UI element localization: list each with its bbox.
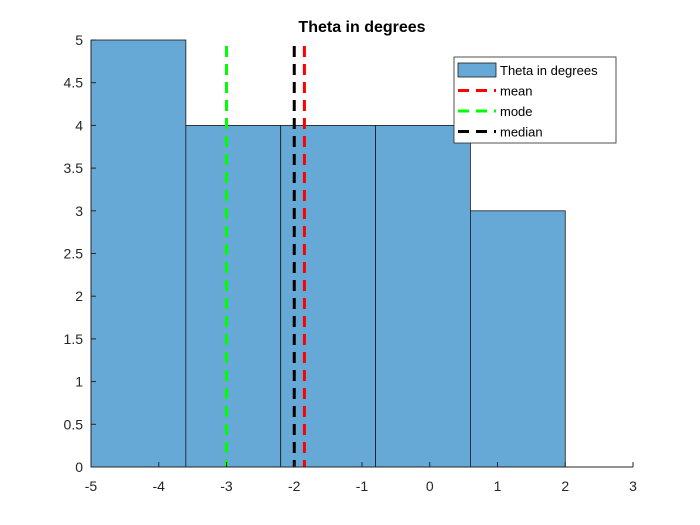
y-tick-label: 5	[75, 32, 83, 48]
x-tick-label: -5	[85, 478, 98, 494]
legend-label: mean	[500, 84, 533, 99]
legend-label: Theta in degrees	[500, 63, 598, 78]
y-tick-label: 2.5	[64, 246, 84, 262]
y-tick-label: 0.5	[64, 416, 84, 432]
y-tick-label: 4.5	[64, 75, 84, 91]
x-tick-label: 3	[629, 478, 637, 494]
plot-area: -5 -4 -3 -2 -1 0 1 2 3 0 0.5 1 1.5 2 2.5 3 3.5 4 4.5 5	[64, 32, 638, 494]
y-tick-label: 3.5	[64, 160, 84, 176]
x-tick-label: 2	[561, 478, 569, 494]
x-tick-label: -4	[153, 478, 166, 494]
histogram-bar	[90, 39, 187, 468]
chart-title: Theta in degrees	[298, 19, 425, 36]
legend-label: median	[500, 125, 543, 140]
histogram-bar	[469, 210, 566, 468]
y-tick-label: 0	[75, 459, 83, 475]
x-tick-label: 1	[494, 478, 502, 494]
histogram-bar	[185, 125, 282, 468]
legend-label: mode	[500, 104, 533, 119]
x-tick-label: -3	[220, 478, 233, 494]
y-tick-label: 3	[75, 203, 83, 219]
y-tick-label: 1	[75, 374, 83, 390]
x-tick-label: -1	[356, 478, 369, 494]
x-tick-label: -2	[288, 478, 301, 494]
histogram-bar	[280, 125, 376, 468]
legend-swatch-histogram	[457, 62, 497, 78]
y-tick-label: 4	[75, 117, 83, 133]
y-tick-label: 1.5	[64, 331, 84, 347]
x-tick-label: 0	[426, 478, 434, 494]
histogram-bar	[375, 125, 471, 468]
legend: Theta in degrees mean mode median	[453, 56, 617, 144]
y-tick-label: 2	[75, 288, 83, 304]
